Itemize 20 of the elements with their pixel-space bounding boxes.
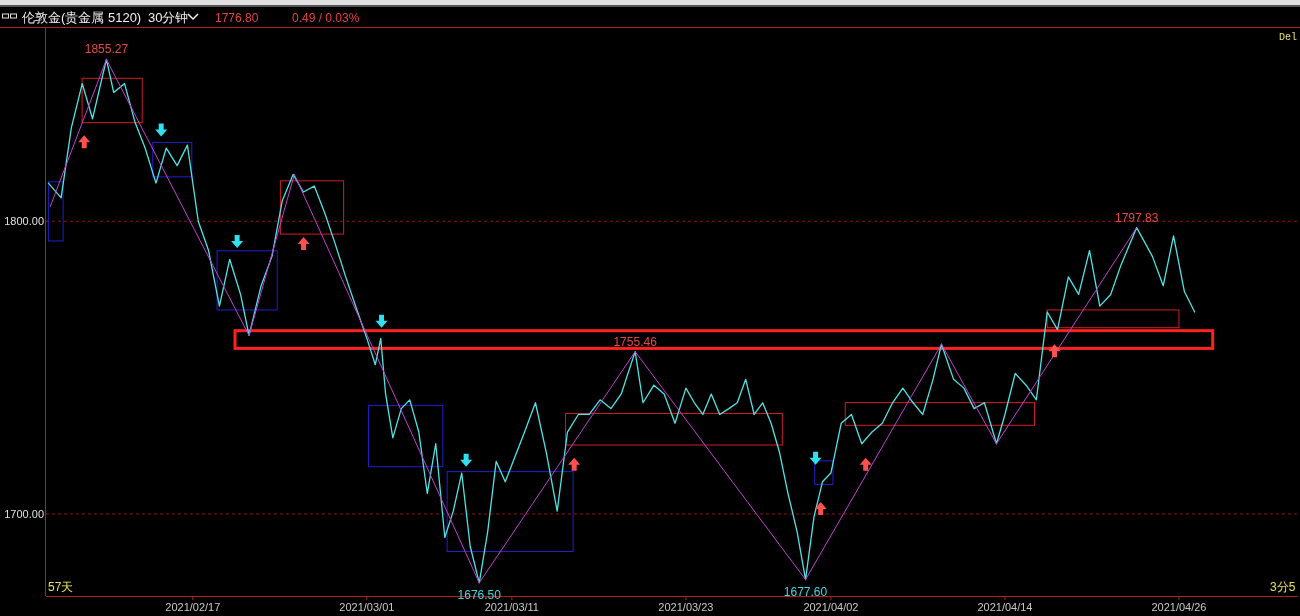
annotation: Del — [1279, 32, 1298, 43]
x-tick-label: 2021/03/11 — [484, 601, 539, 613]
x-tick-label: 2021/04/26 — [1151, 601, 1207, 613]
x-tick-label: 2021/02/17 — [165, 601, 221, 613]
x-tick-label: 2021/04/02 — [803, 601, 859, 613]
y-tick-label: 1700.00 — [4, 508, 44, 521]
x-tick-label: 2021/03/23 — [658, 601, 714, 613]
x-tick-label: 2021/04/14 — [977, 601, 1033, 613]
x-tick-label: 2021/03/01 — [339, 601, 395, 613]
annotation: 1677.60 — [783, 584, 828, 599]
annotation: 1855.27 — [84, 42, 129, 57]
text: 1776.80 — [215, 11, 259, 25]
annotation: 1797.83 — [1114, 210, 1159, 225]
annotation: 1755.46 — [613, 334, 658, 349]
annotation: 57天 — [48, 580, 74, 594]
y-tick-label: 1800.00 — [4, 215, 44, 228]
chart-subtitle: 30分钟 — [148, 10, 189, 25]
chart-title: 伦敦金(贵金属 5120) — [22, 10, 142, 25]
annotation: 3分5 — [1270, 580, 1296, 594]
text: 0.49 / 0.03% — [292, 11, 360, 25]
